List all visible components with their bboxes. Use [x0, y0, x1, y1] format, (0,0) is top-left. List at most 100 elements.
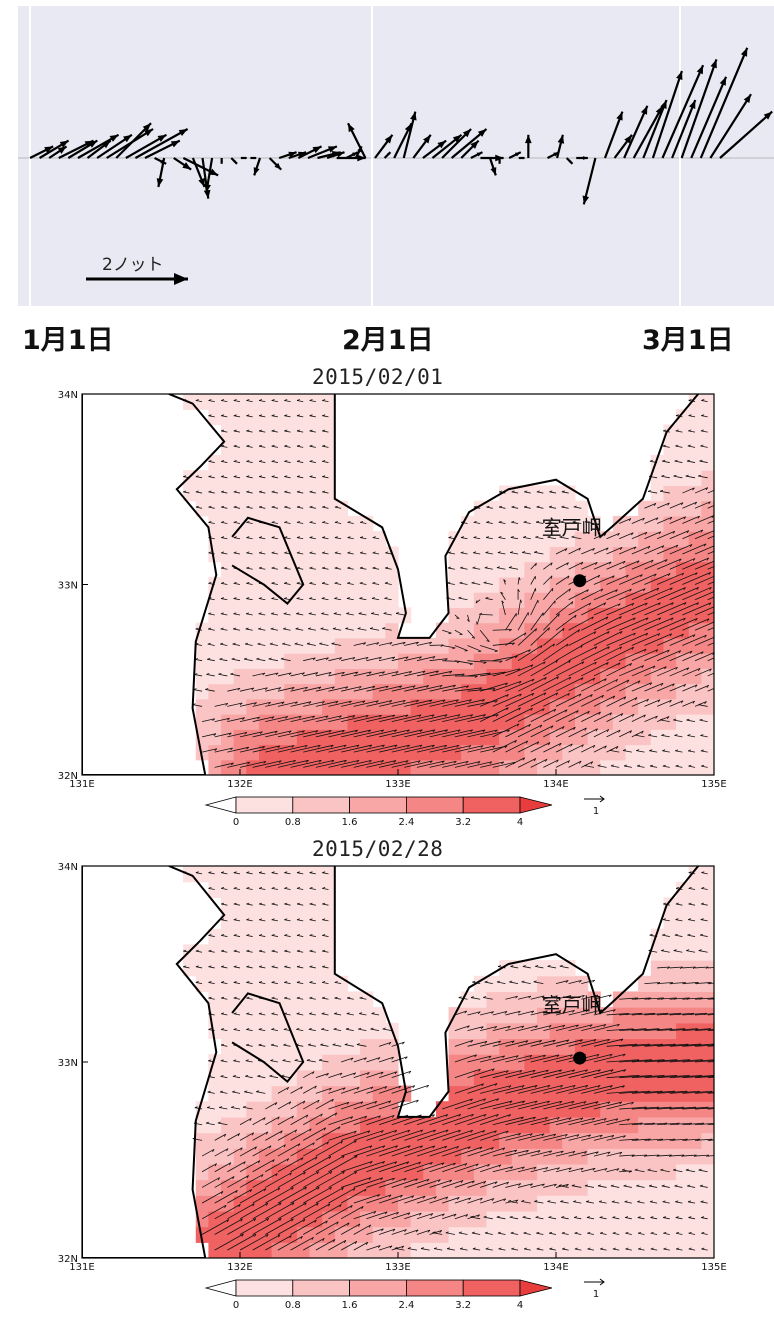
speed-cell — [246, 531, 260, 547]
speed-cell — [296, 1038, 311, 1055]
flow-arrow — [378, 760, 409, 768]
flow-arrow — [555, 661, 585, 677]
flow-arrow — [644, 559, 668, 570]
flow-arrow — [284, 521, 291, 524]
flow-arrow — [252, 701, 271, 707]
speed-cell — [233, 653, 247, 669]
flow-arrow — [284, 429, 291, 433]
flow-arrow — [581, 728, 598, 738]
flow-arrow — [669, 502, 684, 509]
speed-cell — [663, 944, 677, 961]
speed-cell — [612, 1179, 627, 1196]
flow-arrow — [284, 460, 291, 463]
flow-arrow — [201, 1219, 230, 1235]
flow-arrow — [517, 1133, 545, 1141]
flow-arrow — [334, 996, 342, 1000]
flow-arrow — [562, 1247, 569, 1251]
speed-cell — [322, 637, 336, 654]
flow-arrow — [206, 673, 215, 677]
speed-cell — [233, 1022, 247, 1040]
flow-arrow — [322, 414, 329, 418]
speed-cell — [246, 439, 260, 456]
flow-arrow — [699, 459, 708, 463]
speed-cell — [435, 1242, 450, 1258]
flow-arrow — [404, 699, 433, 707]
flow-arrow — [303, 1085, 317, 1094]
flow-arrow — [530, 1117, 560, 1126]
flow-arrow — [214, 1162, 232, 1173]
flow-arrow — [707, 611, 714, 616]
speed-cell — [499, 714, 513, 730]
speed-cell — [600, 744, 614, 761]
flow-arrow — [295, 627, 304, 631]
flow-arrow — [631, 714, 646, 723]
speed-cell — [676, 744, 690, 761]
flow-arrow — [296, 965, 304, 969]
speed-cell — [309, 394, 323, 410]
speed-cell — [284, 1116, 298, 1134]
speed-cell — [347, 576, 361, 593]
speed-cell — [537, 485, 551, 502]
flow-arrow — [303, 1071, 315, 1079]
flow-arrow — [649, 749, 658, 753]
current-vector — [642, 99, 668, 159]
flow-arrow — [378, 671, 399, 677]
speed-cell — [246, 1069, 260, 1087]
reference-vector-label: 1 — [593, 1289, 599, 1300]
flow-arrow — [391, 1229, 407, 1235]
speed-cell — [309, 439, 323, 456]
flow-arrow — [631, 698, 649, 707]
flow-arrow — [497, 551, 506, 555]
flow-arrow — [660, 1168, 670, 1173]
speed-cell — [271, 439, 285, 456]
flow-arrow — [644, 617, 674, 631]
flow-arrow — [619, 602, 648, 616]
flow-arrow — [208, 490, 215, 494]
flow-arrow — [686, 459, 696, 463]
flow-arrow — [391, 714, 422, 723]
colorbar-segment — [235, 796, 294, 814]
flow-arrow — [245, 612, 253, 616]
flow-arrow — [543, 643, 569, 662]
flow-arrow — [631, 531, 648, 540]
speed-cell — [574, 500, 589, 517]
speed-cell — [322, 409, 336, 426]
flow-arrow — [195, 949, 203, 953]
flow-arrow — [265, 1130, 283, 1141]
speed-cell — [537, 531, 551, 547]
flow-arrow — [429, 744, 460, 753]
speed-cell — [562, 592, 576, 608]
flow-arrow — [467, 1098, 499, 1110]
speed-cell — [347, 592, 361, 608]
flow-arrow — [303, 744, 334, 753]
speed-cell — [448, 592, 462, 608]
speed-cell — [549, 698, 563, 715]
flow-arrow — [344, 1043, 354, 1047]
flow-arrow — [637, 1200, 645, 1204]
flow-arrow — [707, 566, 714, 570]
colorbar-tick-label: 1.6 — [342, 1300, 358, 1310]
flow-arrow — [561, 1231, 569, 1235]
flow-arrow — [265, 672, 279, 677]
flow-arrow — [315, 729, 345, 738]
speed-cell — [688, 928, 702, 945]
flow-arrow — [309, 566, 316, 570]
speed-cell — [208, 975, 222, 993]
flow-arrow — [454, 1197, 472, 1204]
flow-arrow — [581, 711, 601, 723]
speed-cell — [461, 1242, 475, 1258]
speed-cell — [271, 991, 285, 1008]
current-vector — [297, 145, 323, 159]
flow-arrow — [606, 588, 632, 601]
flow-arrow — [258, 399, 266, 403]
flow-arrow — [688, 887, 696, 890]
flow-arrow — [634, 733, 645, 738]
speed-cell — [309, 913, 323, 930]
flow-arrow — [252, 687, 268, 692]
speed-cell — [271, 515, 285, 532]
speed-cell — [221, 913, 235, 930]
flow-arrow — [568, 602, 592, 616]
speed-cell — [221, 439, 235, 456]
speed-cell — [284, 1195, 298, 1212]
flow-arrow — [404, 641, 419, 646]
